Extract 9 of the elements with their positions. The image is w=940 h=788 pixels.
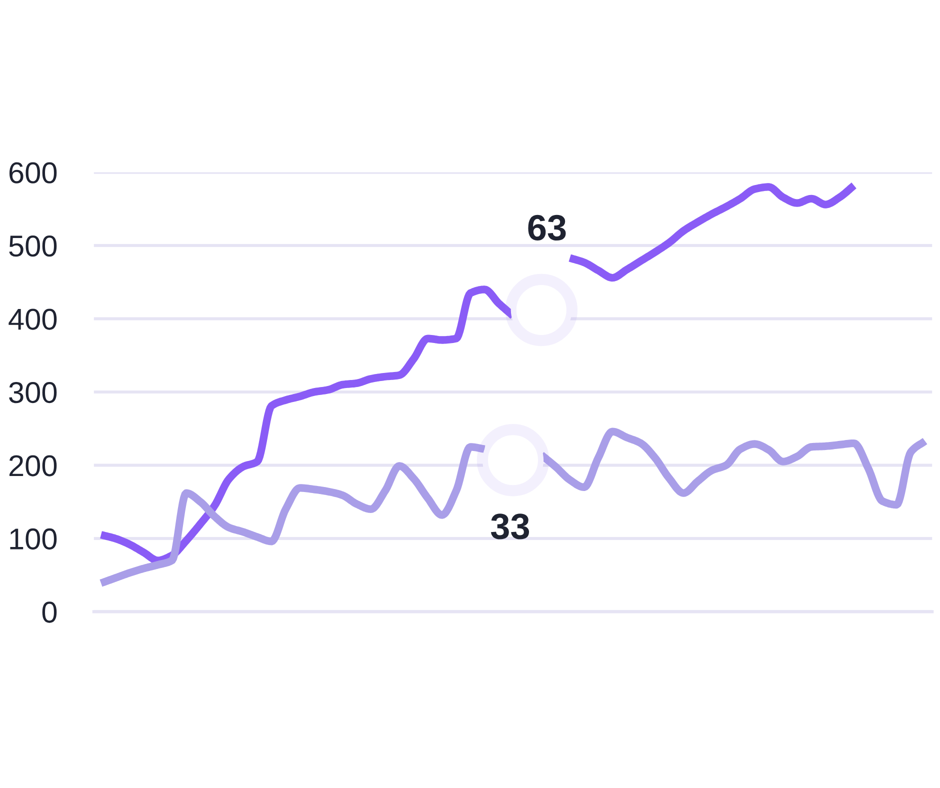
y-tick-label: 400: [8, 308, 57, 330]
annotation: 33: [490, 514, 529, 540]
y-tick-label: 100: [10, 528, 57, 550]
y-tick-label: 300: [9, 382, 57, 404]
y-tick-label: 500: [9, 236, 57, 257]
y-tick-label: 600: [9, 162, 57, 184]
annotation: 63: [528, 214, 566, 241]
y-tick-label: 0: [42, 602, 57, 623]
y-tick-label: 200: [9, 455, 57, 476]
